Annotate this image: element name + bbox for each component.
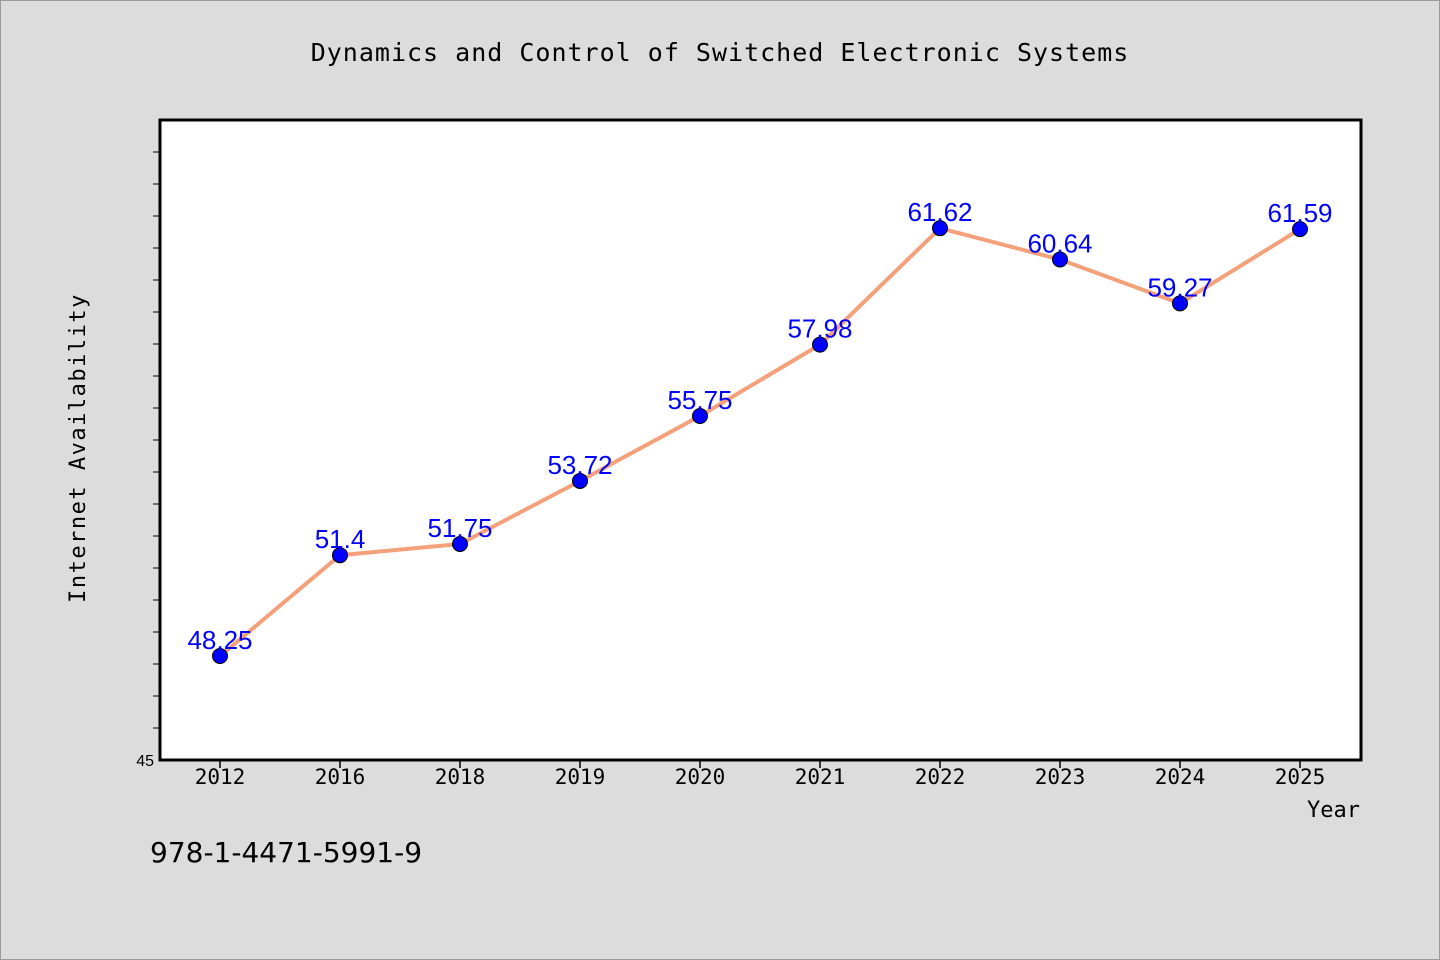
x-tick-label: 2023 (1035, 765, 1086, 789)
data-label: 48.25 (187, 625, 252, 655)
x-axis-label: Year (1307, 798, 1360, 823)
x-tick-label: 2012 (195, 765, 246, 789)
x-tick-label: 2019 (555, 765, 606, 789)
data-point-marker (812, 336, 828, 353)
chart-title: Dynamics and Control of Switched Electro… (311, 38, 1130, 67)
x-tick-label: 2022 (915, 765, 966, 789)
y-tick-label: 45 (136, 753, 154, 770)
data-label: 61.62 (907, 197, 972, 227)
data-point-marker (452, 536, 468, 552)
series-line (218, 226, 1302, 658)
data-point-marker (572, 472, 588, 489)
x-tick-label: 2016 (315, 765, 366, 789)
isbn-text: 978-1-4471-5991-9 (150, 836, 422, 869)
data-point-marker (932, 220, 948, 237)
data-point-marker (332, 547, 348, 564)
data-label: 57.98 (787, 314, 852, 344)
data-label: 61.59 (1267, 198, 1332, 228)
data-markers (212, 220, 1308, 664)
data-label: 51.75 (427, 513, 492, 543)
data-point-marker (1052, 251, 1068, 268)
x-axis-ticks (219, 760, 1301, 768)
data-labels: 48.25 51.4 51.75 53.72 55.75 57.98 61.62 60.64 5… (187, 197, 1332, 655)
x-axis-tick-labels: 2012 2016 2018 2019 2020 2021 2022 2023 2024 2025 (195, 765, 1326, 789)
x-tick-label: 2021 (795, 765, 846, 789)
data-label: 55.75 (667, 385, 732, 415)
data-label: 60.64 (1027, 229, 1092, 259)
data-label: 51.4 (315, 524, 366, 554)
plot-area (158, 118, 1363, 762)
y-axis-tick-labels: 45 (136, 753, 154, 770)
data-label: 59.27 (1147, 272, 1212, 302)
data-label: 53.72 (547, 450, 612, 480)
x-tick-label: 2025 (1275, 765, 1326, 789)
y-axis-label: Internet Availability (66, 293, 91, 603)
x-tick-label: 2020 (675, 765, 726, 789)
data-point-marker (1172, 295, 1188, 312)
data-point-marker (1292, 221, 1308, 238)
data-point-marker (692, 408, 708, 424)
data-point-marker (212, 648, 228, 664)
x-tick-label: 2024 (1155, 765, 1206, 789)
y-axis-ticks (153, 151, 160, 729)
x-tick-label: 2018 (435, 765, 486, 789)
